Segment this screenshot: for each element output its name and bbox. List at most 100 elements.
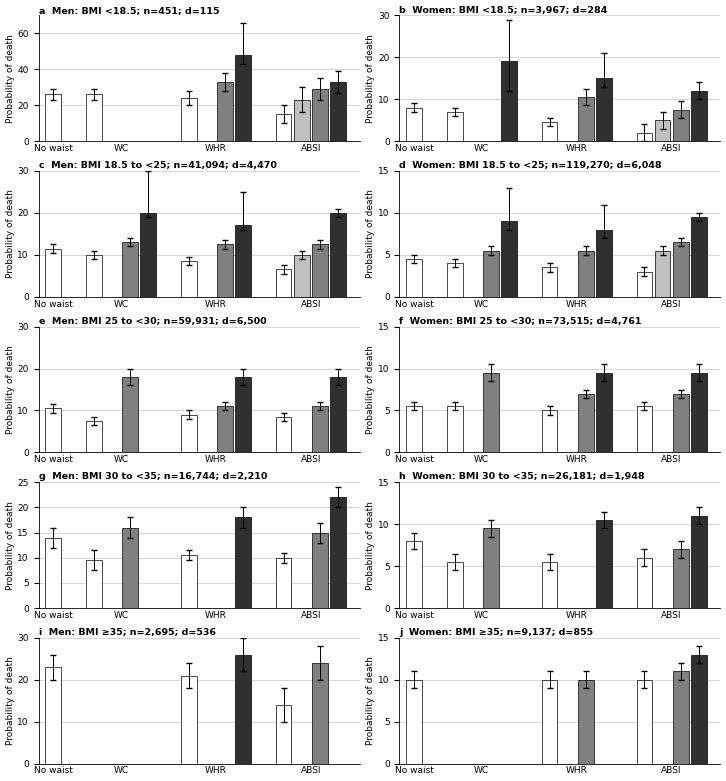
- Bar: [542, 122, 558, 141]
- Bar: [86, 560, 102, 608]
- Text: a  Men: BMI <18.5; n=451; d=115: a Men: BMI <18.5; n=451; d=115: [38, 5, 219, 15]
- Bar: [406, 541, 422, 608]
- Bar: [446, 562, 462, 608]
- Bar: [330, 82, 346, 141]
- Bar: [45, 667, 61, 764]
- Bar: [596, 520, 612, 608]
- Bar: [673, 242, 688, 297]
- Text: j  Women: BMI ≥35; n=9,137; d=855: j Women: BMI ≥35; n=9,137; d=855: [399, 628, 594, 637]
- Bar: [483, 251, 499, 297]
- Bar: [86, 95, 102, 141]
- Bar: [501, 62, 517, 141]
- Bar: [312, 406, 327, 452]
- Bar: [691, 515, 706, 608]
- Bar: [235, 55, 250, 141]
- Bar: [655, 120, 671, 141]
- Bar: [446, 406, 462, 452]
- Bar: [501, 221, 517, 297]
- Text: h  Women: BMI 30 to <35; n=26,181; d=1,948: h Women: BMI 30 to <35; n=26,181; d=1,94…: [399, 473, 645, 482]
- Bar: [578, 97, 594, 141]
- Bar: [235, 226, 250, 297]
- Bar: [691, 217, 706, 297]
- Bar: [45, 248, 61, 297]
- Bar: [446, 112, 462, 141]
- Bar: [406, 679, 422, 764]
- Bar: [181, 676, 197, 764]
- Bar: [542, 267, 558, 297]
- Bar: [483, 373, 499, 452]
- Y-axis label: Probability of death: Probability of death: [367, 190, 375, 278]
- Text: d  Women: BMI 18.5 to <25; n=119,270; d=6,048: d Women: BMI 18.5 to <25; n=119,270; d=6…: [399, 161, 662, 170]
- Text: b  Women: BMI <18.5; n=3,967; d=284: b Women: BMI <18.5; n=3,967; d=284: [399, 5, 608, 15]
- Bar: [235, 377, 250, 452]
- Bar: [86, 255, 102, 297]
- Bar: [217, 406, 233, 452]
- Bar: [446, 263, 462, 297]
- Bar: [312, 244, 327, 297]
- Bar: [181, 555, 197, 608]
- Bar: [330, 497, 346, 608]
- Bar: [655, 251, 671, 297]
- Bar: [122, 242, 138, 297]
- Y-axis label: Probability of death: Probability of death: [6, 501, 15, 590]
- Bar: [578, 251, 594, 297]
- Bar: [637, 558, 653, 608]
- Bar: [217, 82, 233, 141]
- Bar: [330, 377, 346, 452]
- Bar: [276, 417, 292, 452]
- Bar: [235, 654, 250, 764]
- Bar: [45, 408, 61, 452]
- Text: e  Men: BMI 25 to <30; n=59,931; d=6,500: e Men: BMI 25 to <30; n=59,931; d=6,500: [38, 317, 266, 326]
- Bar: [122, 377, 138, 452]
- Text: g  Men: BMI 30 to <35; n=16,744; d=2,210: g Men: BMI 30 to <35; n=16,744; d=2,210: [38, 473, 267, 482]
- Bar: [276, 269, 292, 297]
- Bar: [45, 95, 61, 141]
- Y-axis label: Probability of death: Probability of death: [367, 345, 375, 434]
- Bar: [691, 654, 706, 764]
- Bar: [673, 394, 688, 452]
- Bar: [235, 518, 250, 608]
- Bar: [637, 133, 653, 141]
- Bar: [140, 213, 156, 297]
- Bar: [673, 109, 688, 141]
- Bar: [181, 415, 197, 452]
- Bar: [86, 421, 102, 452]
- Bar: [542, 562, 558, 608]
- Y-axis label: Probability of death: Probability of death: [367, 656, 375, 745]
- Bar: [483, 529, 499, 608]
- Bar: [406, 406, 422, 452]
- Bar: [312, 663, 327, 764]
- Y-axis label: Probability of death: Probability of death: [6, 34, 15, 123]
- Text: i  Men: BMI ≥35; n=2,695; d=536: i Men: BMI ≥35; n=2,695; d=536: [38, 628, 216, 637]
- Y-axis label: Probability of death: Probability of death: [6, 345, 15, 434]
- Text: f  Women: BMI 25 to <30; n=73,515; d=4,761: f Women: BMI 25 to <30; n=73,515; d=4,76…: [399, 317, 642, 326]
- Y-axis label: Probability of death: Probability of death: [6, 190, 15, 278]
- Bar: [578, 394, 594, 452]
- Bar: [596, 230, 612, 297]
- Bar: [637, 272, 653, 297]
- Bar: [312, 533, 327, 608]
- Bar: [45, 537, 61, 608]
- Bar: [673, 672, 688, 764]
- Bar: [578, 679, 594, 764]
- Bar: [596, 78, 612, 141]
- Bar: [406, 259, 422, 297]
- Bar: [406, 108, 422, 141]
- Y-axis label: Probability of death: Probability of death: [367, 501, 375, 590]
- Bar: [637, 406, 653, 452]
- Bar: [276, 705, 292, 764]
- Bar: [330, 213, 346, 297]
- Bar: [691, 373, 706, 452]
- Text: c  Men: BMI 18.5 to <25; n=41,094; d=4,470: c Men: BMI 18.5 to <25; n=41,094; d=4,47…: [38, 161, 277, 170]
- Bar: [276, 114, 292, 141]
- Bar: [312, 89, 327, 141]
- Bar: [542, 411, 558, 452]
- Bar: [181, 98, 197, 141]
- Bar: [294, 100, 309, 141]
- Bar: [276, 558, 292, 608]
- Bar: [596, 373, 612, 452]
- Bar: [691, 91, 706, 141]
- Bar: [122, 527, 138, 608]
- Bar: [217, 244, 233, 297]
- Y-axis label: Probability of death: Probability of death: [367, 34, 375, 123]
